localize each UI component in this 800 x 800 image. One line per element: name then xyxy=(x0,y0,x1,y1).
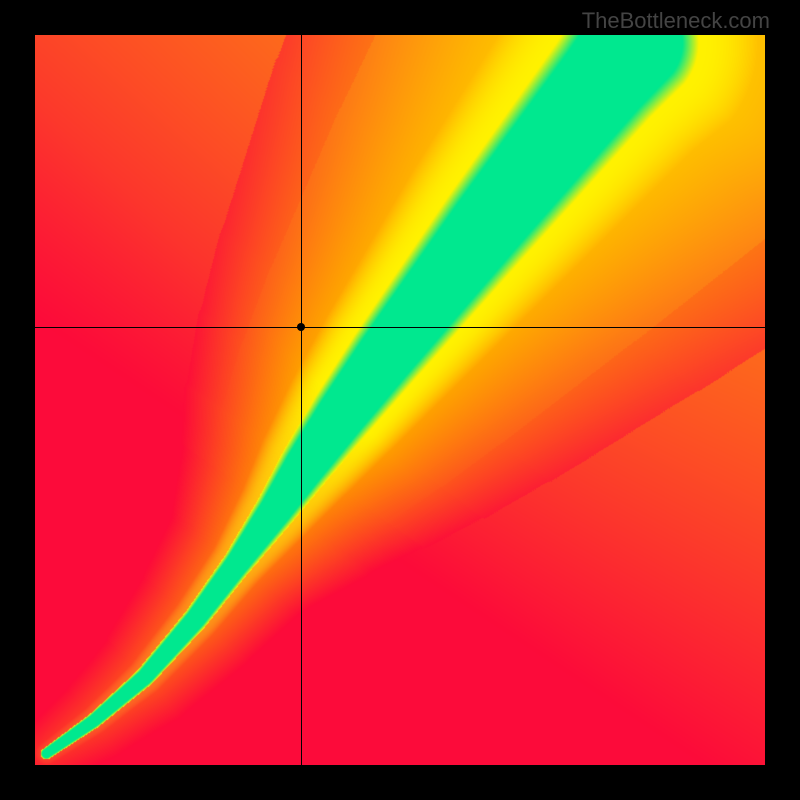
watermark-text: TheBottleneck.com xyxy=(582,8,770,34)
marker-dot xyxy=(297,323,305,331)
crosshair-vertical xyxy=(301,35,302,765)
heatmap-canvas xyxy=(35,35,765,765)
crosshair-horizontal xyxy=(35,327,765,328)
plot-area xyxy=(35,35,765,765)
